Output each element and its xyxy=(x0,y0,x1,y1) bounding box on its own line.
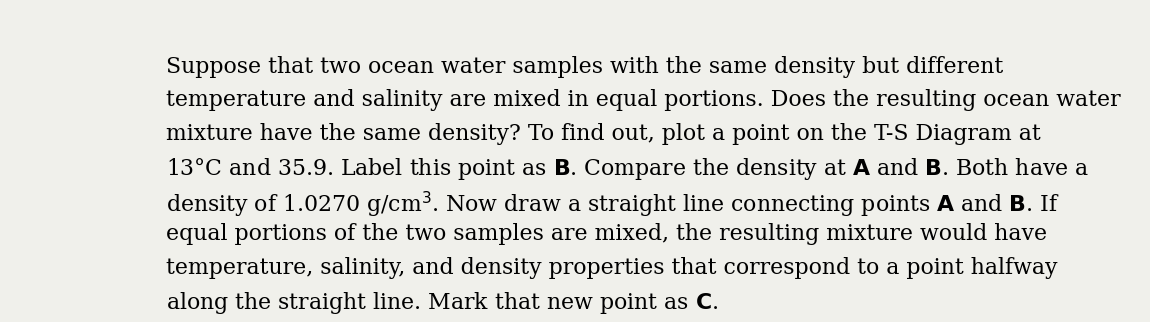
Text: temperature and salinity are mixed in equal portions. Does the resulting ocean w: temperature and salinity are mixed in eq… xyxy=(166,90,1120,111)
Text: temperature, salinity, and density properties that correspond to a point halfway: temperature, salinity, and density prope… xyxy=(166,257,1058,279)
Text: along the straight line. Mark that new point as $\mathit{\mathbf{C}}$.: along the straight line. Mark that new p… xyxy=(166,290,719,316)
Text: mixture have the same density? To find out, plot a point on the T-S Diagram at: mixture have the same density? To find o… xyxy=(166,123,1041,145)
Text: density of 1.0270 g/cm$^3$. Now draw a straight line connecting points $\mathit{: density of 1.0270 g/cm$^3$. Now draw a s… xyxy=(166,190,1060,220)
Text: Suppose that two ocean water samples with the same density but different: Suppose that two ocean water samples wit… xyxy=(166,56,1003,78)
Text: equal portions of the two samples are mixed, the resulting mixture would have: equal portions of the two samples are mi… xyxy=(166,223,1048,245)
Text: 13°C and 35.9. Label this point as $\mathbf{B}$. Compare the density at $\mathit: 13°C and 35.9. Label this point as $\mat… xyxy=(166,156,1089,182)
